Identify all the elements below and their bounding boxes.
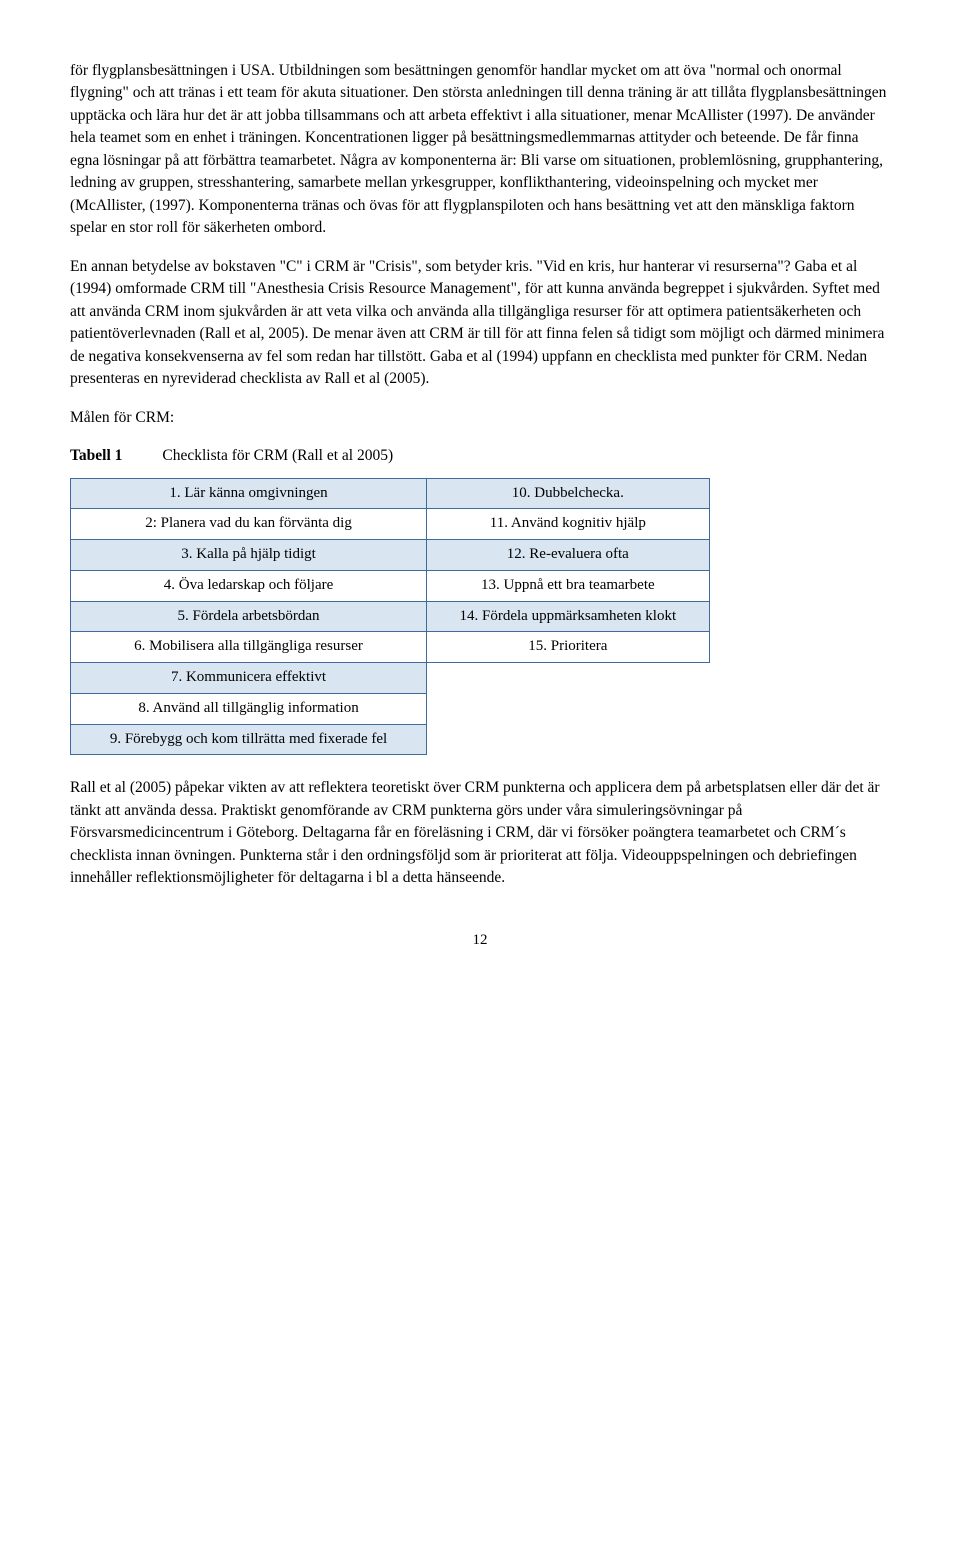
table-row: 8. Använd all tillgänglig information (71, 693, 710, 724)
table-cell-right: 14. Fördela uppmärksamheten klokt (427, 601, 710, 632)
table-cell-left: 9. Förebygg och kom tillrätta med fixera… (71, 724, 427, 755)
table-cell-left: 7. Kommunicera effektivt (71, 663, 427, 694)
table-label: Tabell 1 (70, 447, 122, 464)
table-cell-left: 5. Fördela arbetsbördan (71, 601, 427, 632)
table-cell-left: 3. Kalla på hjälp tidigt (71, 540, 427, 571)
body-paragraph-1: för flygplansbesättningen i USA. Utbildn… (70, 60, 890, 240)
table-row: 3. Kalla på hjälp tidigt12. Re-evaluera … (71, 540, 710, 571)
table-cell-right: 13. Uppnå ett bra teamarbete (427, 570, 710, 601)
table-cell-left: 6. Mobilisera alla tillgängliga resurser (71, 632, 427, 663)
table-cell-right: 10. Dubbelchecka. (427, 478, 710, 509)
table-cell-right: 11. Använd kognitiv hjälp (427, 509, 710, 540)
table-row: 4. Öva ledarskap och följare13. Uppnå et… (71, 570, 710, 601)
table-cell-left: 4. Öva ledarskap och följare (71, 570, 427, 601)
table-row: 7. Kommunicera effektivt (71, 663, 710, 694)
table-cell-right: 15. Prioritera (427, 632, 710, 663)
body-paragraph-4: Rall et al (2005) påpekar vikten av att … (70, 777, 890, 889)
table-caption-text: Checklista för CRM (Rall et al 2005) (162, 447, 393, 464)
table-row: 6. Mobilisera alla tillgängliga resurser… (71, 632, 710, 663)
table-cell-right: 12. Re-evaluera ofta (427, 540, 710, 571)
page-number: 12 (70, 930, 890, 952)
table-cell-left: 8. Använd all tillgänglig information (71, 693, 427, 724)
table-row: 1. Lär känna omgivningen10. Dubbelchecka… (71, 478, 710, 509)
table-caption: Tabell 1 Checklista för CRM (Rall et al 2… (70, 445, 890, 467)
body-paragraph-3: Målen för CRM: (70, 407, 890, 429)
table-cell-left: 2: Planera vad du kan förvänta dig (71, 509, 427, 540)
table-cell-left: 1. Lär känna omgivningen (71, 478, 427, 509)
body-paragraph-2: En annan betydelse av bokstaven "C" i CR… (70, 256, 890, 391)
crm-checklist-table: 1. Lär känna omgivningen10. Dubbelchecka… (70, 478, 710, 756)
table-row: 5. Fördela arbetsbördan14. Fördela uppmä… (71, 601, 710, 632)
table-row: 9. Förebygg och kom tillrätta med fixera… (71, 724, 710, 755)
table-row: 2: Planera vad du kan förvänta dig11. An… (71, 509, 710, 540)
